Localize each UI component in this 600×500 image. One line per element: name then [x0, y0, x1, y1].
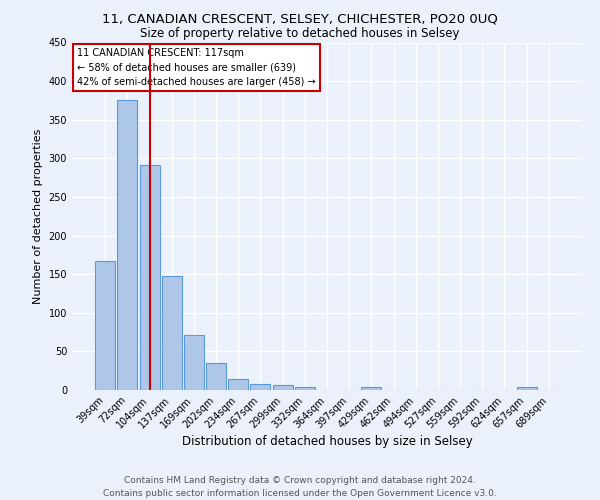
- Bar: [162, 276, 182, 390]
- Bar: [206, 363, 226, 390]
- Text: Size of property relative to detached houses in Selsey: Size of property relative to detached ho…: [140, 28, 460, 40]
- Bar: [250, 384, 271, 390]
- Y-axis label: Number of detached properties: Number of detached properties: [33, 128, 43, 304]
- Text: Contains HM Land Registry data © Crown copyright and database right 2024.
Contai: Contains HM Land Registry data © Crown c…: [103, 476, 497, 498]
- Bar: [517, 387, 536, 390]
- Bar: [272, 384, 293, 390]
- Bar: [361, 387, 382, 390]
- Text: 11, CANADIAN CRESCENT, SELSEY, CHICHESTER, PO20 0UQ: 11, CANADIAN CRESCENT, SELSEY, CHICHESTE…: [102, 12, 498, 26]
- Bar: [95, 261, 115, 390]
- Bar: [184, 335, 204, 390]
- Bar: [228, 379, 248, 390]
- Bar: [140, 166, 160, 390]
- Bar: [118, 100, 137, 390]
- X-axis label: Distribution of detached houses by size in Selsey: Distribution of detached houses by size …: [182, 436, 472, 448]
- Bar: [295, 387, 315, 390]
- Text: 11 CANADIAN CRESCENT: 117sqm
← 58% of detached houses are smaller (639)
42% of s: 11 CANADIAN CRESCENT: 117sqm ← 58% of de…: [77, 48, 316, 88]
